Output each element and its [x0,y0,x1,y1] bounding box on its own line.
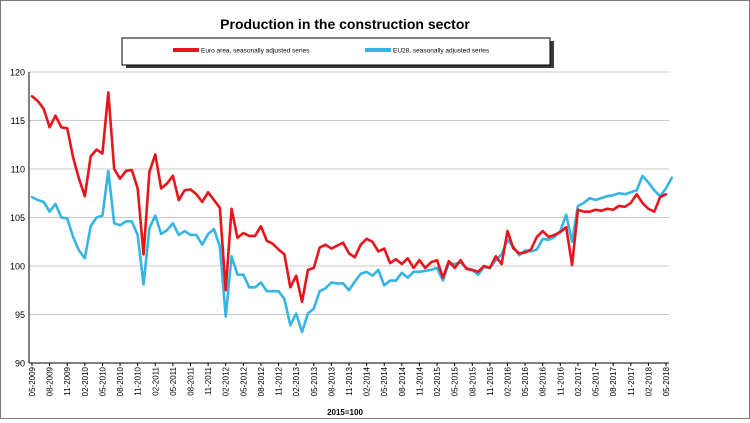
x-tick-label-08-2010: 08-2010 [116,366,125,396]
y-tick-label-100: 100 [10,262,25,272]
chart-title: Production in the construction sector [220,16,470,32]
x-tick-label-05-2011: 05-2011 [169,366,178,395]
series-line-euro-area [30,91,668,304]
x-tick-label-02-2011: 02-2011 [151,366,160,395]
x-axis-label: 2015=100 [327,408,363,417]
y-tick-label-90: 90 [15,359,25,369]
x-tick-label-11-2011: 11-2011 [204,366,213,395]
x-tick-label-02-2016: 02-2016 [504,366,513,396]
x-tick-label-05-2016: 05-2016 [521,366,530,396]
x-tick-label-11-2009: 11-2009 [63,366,72,395]
x-tick-label-11-2014: 11-2014 [415,366,424,395]
x-tick-label-11-2010: 11-2010 [134,366,143,395]
legend-label-eu28: EU28, seasonally adjusted series [393,48,490,55]
x-tick-label-11-2017: 11-2017 [627,366,636,395]
x-tick-label-05-2014: 05-2014 [380,366,389,396]
x-tick-label-05-2013: 05-2013 [310,366,319,396]
gridlines [28,71,669,364]
y-tick-label-115: 115 [11,116,25,126]
x-tick-label-08-2013: 08-2013 [327,366,336,396]
x-tick-label-02-2014: 02-2014 [363,366,372,396]
y-axis-ticks: 90 95 100 105 110 115 120 [10,68,25,369]
legend-label-euro-area: Euro area, seasonally adjusted series [201,48,310,55]
x-tick-label-11-2015: 11-2015 [486,366,495,395]
x-tick-label-02-2012: 02-2012 [222,366,231,396]
x-tick-label-08-2015: 08-2015 [468,366,477,396]
x-tick-label-02-2013: 02-2013 [292,366,301,396]
y-tick-label-120: 120 [10,68,25,78]
x-tick-label-05-2012: 05-2012 [239,366,248,396]
y-tick-label-110: 110 [11,165,25,175]
x-tick-label-05-2009: 05-2009 [28,366,37,396]
x-tick-label-05-2015: 05-2015 [451,366,460,396]
x-tick-label-02-2015: 02-2015 [433,366,442,396]
x-tick-label-11-2013: 11-2013 [345,366,354,395]
y-tick-label-105: 105 [10,213,25,223]
x-tick-label-05-2017: 05-2017 [592,366,601,396]
y-tick-label-95: 95 [15,310,25,320]
x-tick-label-08-2014: 08-2014 [398,366,407,396]
x-tick-label-08-2016: 08-2016 [539,366,548,396]
x-tick-label-05-2010: 05-2010 [98,366,107,396]
x-tick-label-08-2012: 08-2012 [257,366,266,396]
x-tick-label-08-2011: 08-2011 [187,366,196,395]
x-tick-label-08-2017: 08-2017 [609,366,618,396]
series-line-eu28 [30,169,674,334]
x-tick-label-11-2016: 11-2016 [556,366,565,395]
data-series [30,91,674,334]
x-tick-label-11-2012: 11-2012 [275,366,284,395]
x-tick-label-05-2018: 05-2018 [662,366,671,396]
x-axis-ticks: 05-2009 08-2009 11-2009 02-2010 05-2010 08-20… [28,363,671,396]
x-tick-label-08-2009: 08-2009 [46,366,55,396]
x-tick-label-02-2017: 02-2017 [574,366,583,396]
x-tick-label-02-2010: 02-2010 [81,366,90,396]
legend: Euro area, seasonally adjusted series EU… [121,37,554,68]
x-tick-label-02-2018: 02-2018 [644,366,653,396]
